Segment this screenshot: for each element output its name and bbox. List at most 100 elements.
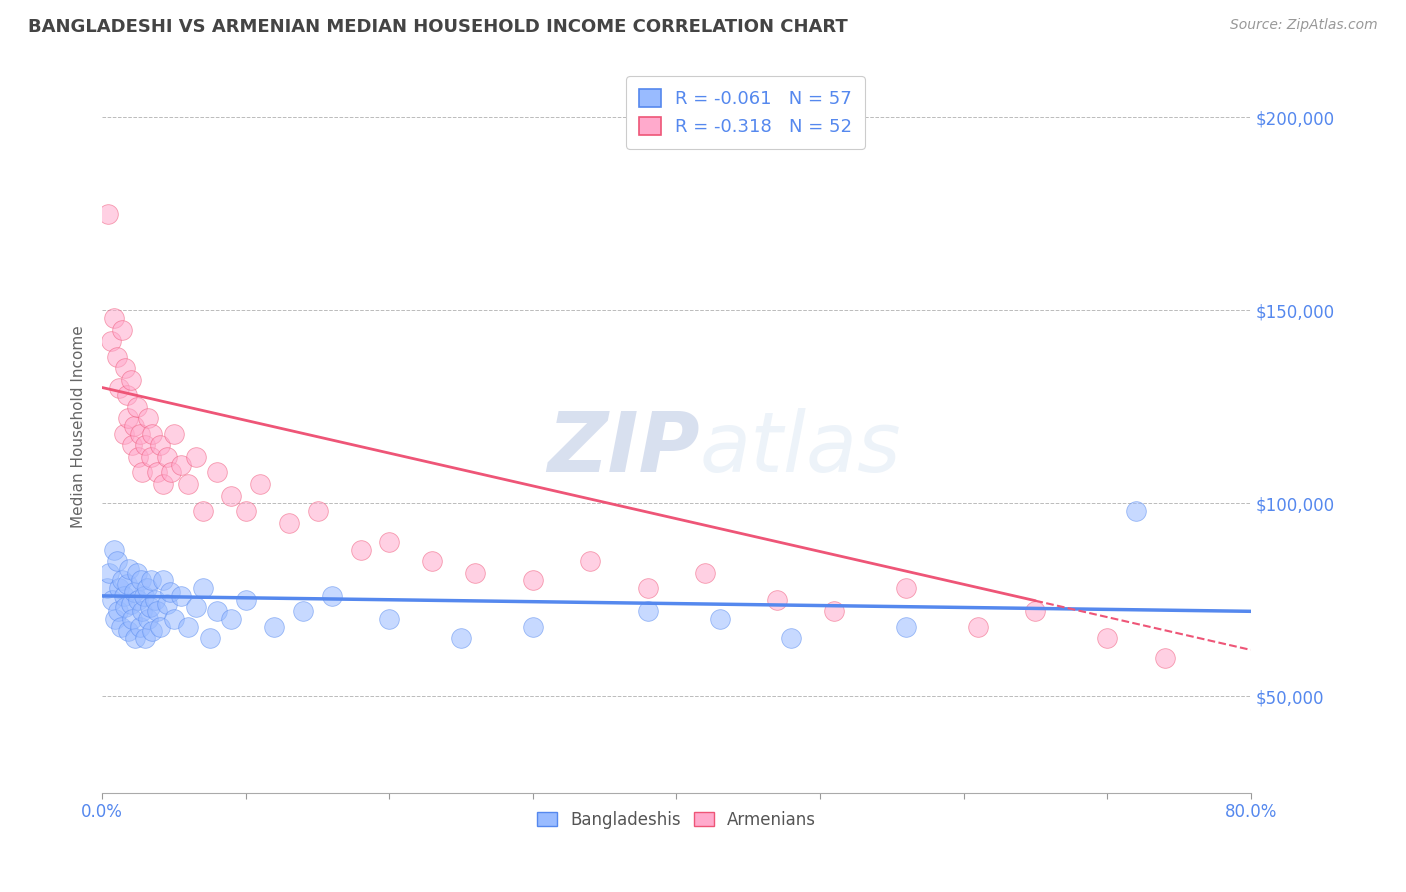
Point — [139, 450, 162, 464]
Point — [149, 438, 172, 452]
Point — [152, 574, 174, 588]
Point — [112, 426, 135, 441]
Point — [780, 632, 803, 646]
Point — [235, 504, 257, 518]
Point — [1153, 650, 1175, 665]
Point — [349, 542, 371, 557]
Point — [143, 592, 166, 607]
Point — [136, 411, 159, 425]
Point — [112, 589, 135, 603]
Point — [1125, 504, 1147, 518]
Point — [823, 604, 845, 618]
Point — [110, 620, 132, 634]
Point — [177, 477, 200, 491]
Point — [97, 207, 120, 221]
Point — [117, 624, 139, 638]
Text: atlas: atlas — [699, 408, 901, 489]
Point — [896, 620, 918, 634]
Point — [96, 581, 118, 595]
Point — [156, 597, 179, 611]
Point — [129, 574, 152, 588]
Point — [321, 589, 343, 603]
Point — [127, 450, 149, 464]
Point — [100, 334, 122, 349]
Point — [125, 400, 148, 414]
Point — [464, 566, 486, 580]
Point — [134, 438, 156, 452]
Point — [205, 604, 228, 618]
Point — [136, 612, 159, 626]
Text: ZIP: ZIP — [547, 408, 699, 489]
Point — [98, 566, 121, 580]
Point — [122, 419, 145, 434]
Point — [522, 620, 544, 634]
Point — [114, 600, 136, 615]
Point — [177, 620, 200, 634]
Point — [637, 581, 659, 595]
Point — [378, 612, 401, 626]
Point — [249, 477, 271, 491]
Point — [120, 597, 142, 611]
Point — [128, 426, 150, 441]
Point — [117, 411, 139, 425]
Point — [115, 577, 138, 591]
Point — [131, 604, 153, 618]
Point — [104, 612, 127, 626]
Point — [132, 589, 155, 603]
Point — [277, 516, 299, 530]
Point — [114, 361, 136, 376]
Point — [145, 466, 167, 480]
Point — [191, 504, 214, 518]
Point — [896, 581, 918, 595]
Point — [128, 620, 150, 634]
Point — [127, 592, 149, 607]
Point — [118, 562, 141, 576]
Point — [292, 604, 315, 618]
Point — [141, 624, 163, 638]
Point — [101, 592, 124, 607]
Point — [145, 604, 167, 618]
Point — [766, 592, 789, 607]
Point — [198, 632, 221, 646]
Point — [134, 632, 156, 646]
Point — [307, 504, 329, 518]
Point — [108, 581, 131, 595]
Point — [637, 604, 659, 618]
Legend: Bangladeshis, Armenians: Bangladeshis, Armenians — [530, 805, 823, 836]
Point — [422, 554, 444, 568]
Point — [139, 574, 162, 588]
Point — [709, 612, 731, 626]
Point — [135, 581, 157, 595]
Point — [103, 542, 125, 557]
Point — [122, 585, 145, 599]
Point — [205, 466, 228, 480]
Text: BANGLADESHI VS ARMENIAN MEDIAN HOUSEHOLD INCOME CORRELATION CHART: BANGLADESHI VS ARMENIAN MEDIAN HOUSEHOLD… — [28, 18, 848, 36]
Point — [450, 632, 472, 646]
Point — [235, 592, 257, 607]
Point — [170, 589, 193, 603]
Point — [152, 477, 174, 491]
Point — [191, 581, 214, 595]
Point — [170, 458, 193, 472]
Point — [149, 620, 172, 634]
Point — [1095, 632, 1118, 646]
Point — [111, 323, 134, 337]
Point — [163, 426, 186, 441]
Point — [967, 620, 990, 634]
Point — [522, 574, 544, 588]
Point — [184, 600, 207, 615]
Point — [108, 380, 131, 394]
Point — [184, 450, 207, 464]
Point — [115, 388, 138, 402]
Point — [695, 566, 717, 580]
Point — [221, 489, 243, 503]
Point — [103, 311, 125, 326]
Text: Source: ZipAtlas.com: Source: ZipAtlas.com — [1230, 18, 1378, 32]
Point — [263, 620, 285, 634]
Point — [156, 450, 179, 464]
Y-axis label: Median Household Income: Median Household Income — [72, 325, 86, 527]
Point — [107, 604, 129, 618]
Point — [159, 585, 181, 599]
Point — [221, 612, 243, 626]
Point — [160, 466, 183, 480]
